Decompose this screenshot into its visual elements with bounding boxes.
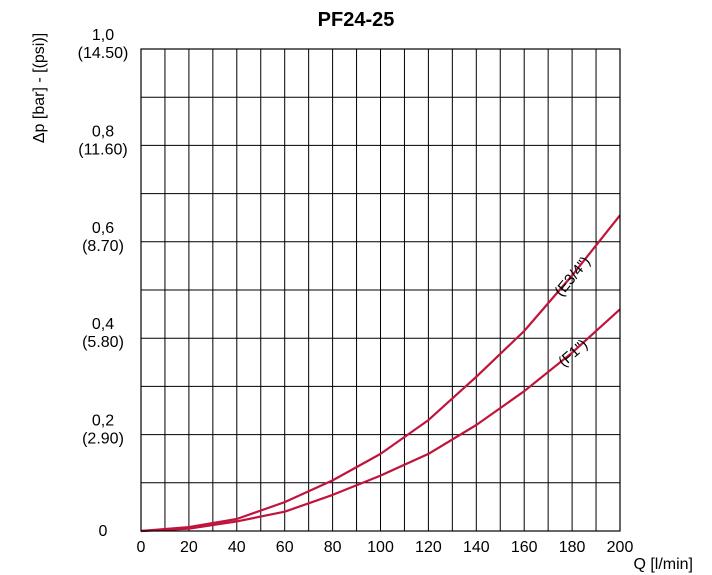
x-tick-label: 200: [607, 539, 634, 556]
x-tick-labels: 0 20 40 60 80 100 120 140 160 180 200: [137, 539, 634, 556]
y-tick-label: 1,0: [92, 27, 114, 44]
x-tick-label: 160: [511, 539, 538, 556]
series-labels: (E3/4")(F1"): [551, 253, 594, 370]
x-tick-label: 140: [463, 539, 490, 556]
plot-frame: [140, 48, 621, 532]
x-tick-label: 80: [324, 539, 342, 556]
y-tick-label-psi: (14.50): [78, 45, 129, 62]
y-tick-label-psi: (8.70): [82, 238, 124, 255]
series-line-0: [140, 214, 621, 533]
x-tick-label: 40: [228, 539, 246, 556]
y-tick-label: 0,8: [92, 123, 114, 140]
chart-title: PF24-25: [318, 9, 395, 31]
series-layer: [140, 214, 621, 533]
series-line-1: [140, 308, 621, 533]
x-tick-label: 0: [137, 539, 146, 556]
x-axis-label: Q [l/min]: [633, 556, 693, 573]
y-tick-label-psi: (2.90): [82, 431, 124, 448]
series-label-0: (E3/4"): [551, 253, 594, 299]
y-tick-label: 0,6: [92, 220, 114, 237]
chart-grid: [141, 49, 620, 531]
y-tick-label: 0: [99, 523, 108, 540]
x-tick-label: 180: [559, 539, 586, 556]
y-tick-labels: 0 0,2(2.90) 0,4(5.80) 0,6(8.70) 0,8(11.60) 1,…: [78, 27, 129, 540]
x-tick-label: 60: [276, 539, 294, 556]
y-axis-label: Δp [bar] - [(psi)]: [31, 33, 48, 143]
x-tick-label: 100: [367, 539, 394, 556]
x-tick-label: 20: [180, 539, 198, 556]
y-tick-label-psi: (11.60): [78, 141, 128, 158]
y-tick-label-psi: (5.80): [82, 334, 124, 351]
y-tick-label: 0,2: [92, 413, 114, 430]
x-tick-label: 120: [415, 539, 442, 556]
y-tick-label: 0,4: [92, 316, 114, 333]
